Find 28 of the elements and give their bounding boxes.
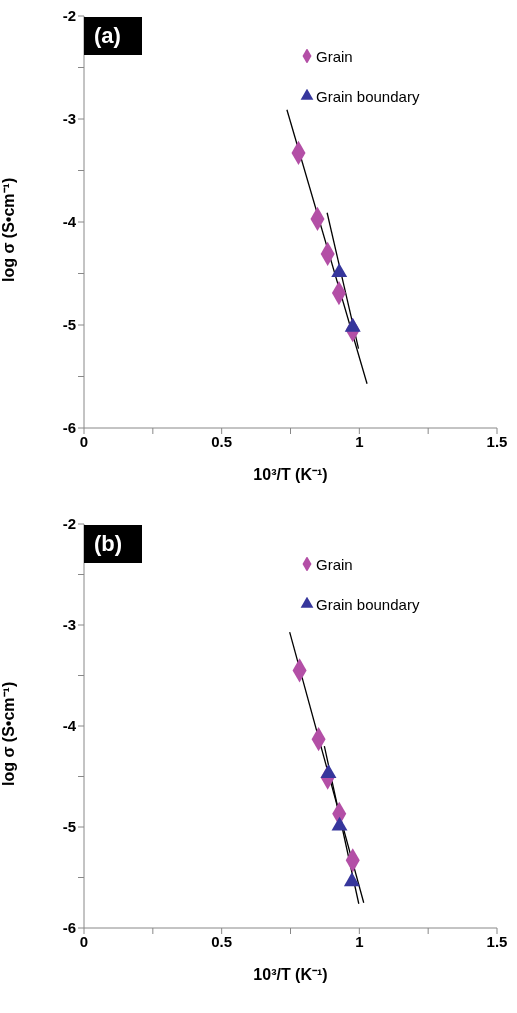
y-tick-label: -6 — [62, 419, 76, 437]
y-tick-label: -6 — [62, 919, 76, 937]
y-axis-title: log σ (S•cm⁻¹) — [0, 177, 17, 282]
y-tick-label: -3 — [62, 616, 76, 634]
annotation: (a) — [84, 17, 142, 55]
x-tick-label: 0.5 — [211, 932, 233, 950]
x-tick-label: 1 — [355, 432, 364, 450]
legend-label: Grain boundary — [316, 595, 420, 613]
y-tick-label: -5 — [62, 818, 76, 836]
x-tick-label: 0 — [79, 432, 89, 450]
x-axis-title: 10³/T (K⁻¹) — [253, 466, 328, 483]
x-tick-label: 1.5 — [486, 932, 508, 950]
y-tick-label: -2 — [62, 515, 76, 533]
x-tick-label: 0 — [79, 932, 89, 950]
y-tick-label: -4 — [62, 213, 77, 231]
legend-label: Grain boundary — [316, 87, 420, 105]
legend-label: Grain — [316, 47, 353, 65]
annotation: (b) — [84, 525, 142, 563]
legend-label: Grain — [316, 555, 353, 573]
x-tick-label: 0.5 — [211, 432, 233, 450]
x-tick-label: 1 — [355, 932, 364, 950]
y-axis-title: log σ (S•cm⁻¹) — [0, 681, 17, 786]
x-tick-label: 1.5 — [486, 432, 508, 450]
y-tick-label: -4 — [62, 717, 77, 735]
y-tick-label: -5 — [62, 316, 76, 334]
x-axis-title: 10³/T (K⁻¹) — [253, 966, 328, 983]
y-tick-label: -2 — [62, 7, 76, 25]
y-tick-label: -3 — [62, 110, 76, 128]
